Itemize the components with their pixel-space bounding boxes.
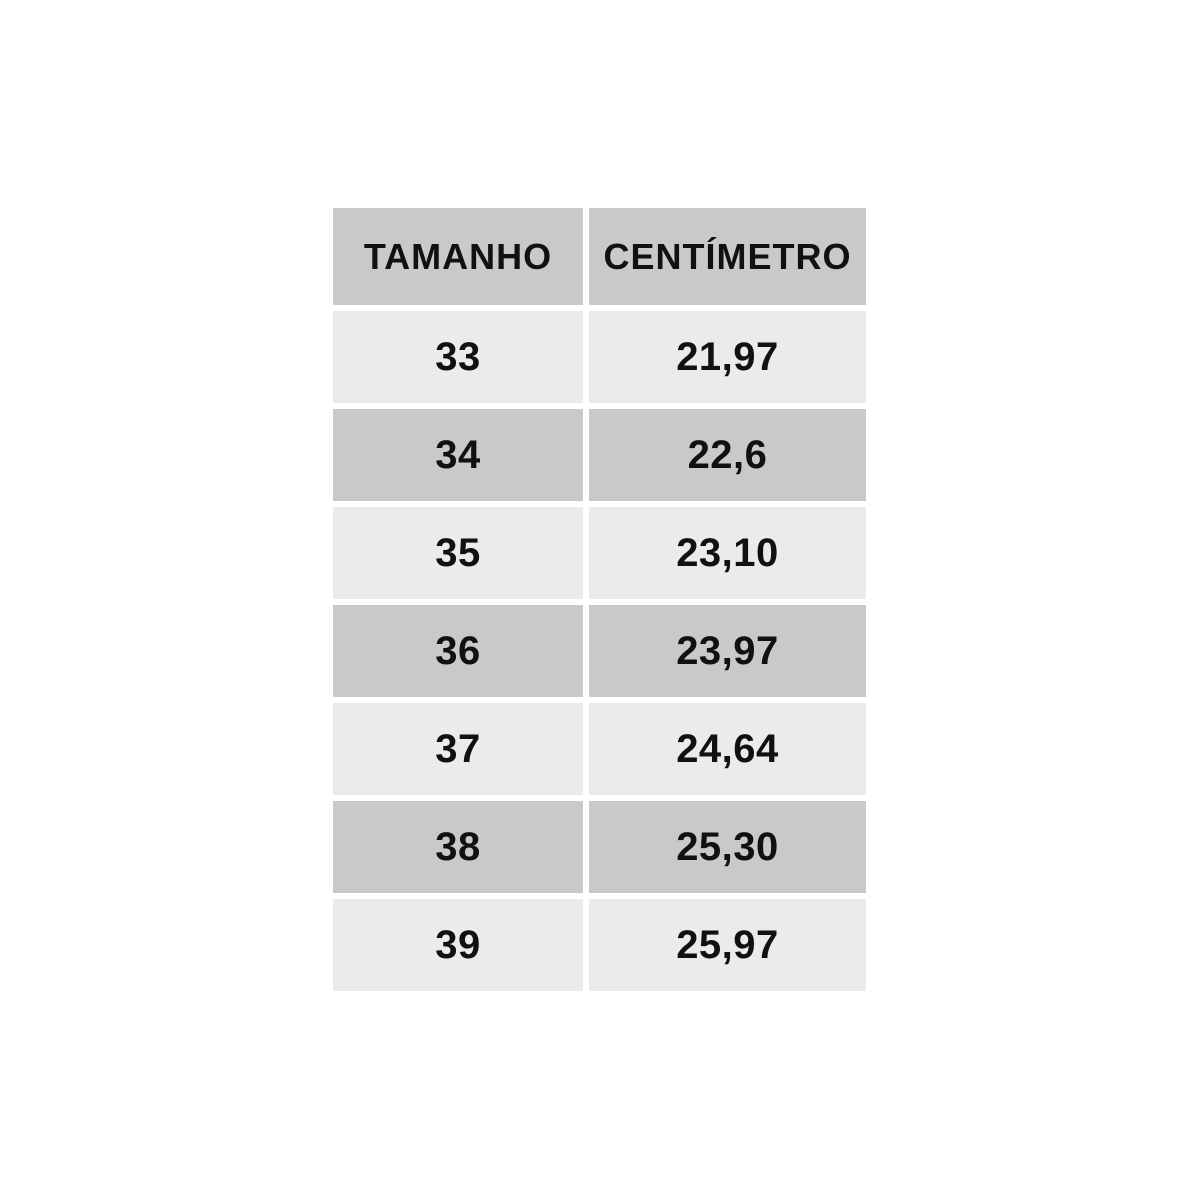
cell-centimeter: 21,97 <box>589 311 866 403</box>
column-header-tamanho: TAMANHO <box>333 208 583 305</box>
cell-size: 33 <box>333 311 583 403</box>
cell-size: 36 <box>333 605 583 697</box>
cell-centimeter: 25,30 <box>589 801 866 893</box>
cell-size: 34 <box>333 409 583 501</box>
cell-size: 39 <box>333 899 583 991</box>
cell-centimeter: 25,97 <box>589 899 866 991</box>
cell-centimeter: 23,97 <box>589 605 866 697</box>
cell-size: 35 <box>333 507 583 599</box>
cell-size: 38 <box>333 801 583 893</box>
size-chart-table: TAMANHO CENTÍMETRO 33 21,97 34 22,6 35 2… <box>333 208 866 991</box>
cell-centimeter: 23,10 <box>589 507 866 599</box>
column-header-centimetro: CENTÍMETRO <box>589 208 866 305</box>
cell-centimeter: 24,64 <box>589 703 866 795</box>
cell-centimeter: 22,6 <box>589 409 866 501</box>
cell-size: 37 <box>333 703 583 795</box>
